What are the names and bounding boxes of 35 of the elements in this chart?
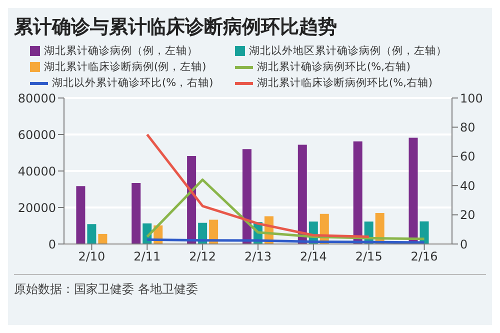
- y-tick-label: 0: [48, 237, 56, 252]
- x-tick-label: 2/13: [244, 250, 272, 264]
- x-tick-label: 2/12: [189, 250, 216, 264]
- chart-title: 累计确诊与累计临床诊断病例环比趋势: [13, 15, 338, 40]
- y2-tick-label: 20: [460, 208, 476, 222]
- y-tick-label: 80000: [18, 91, 56, 106]
- y2-tick-label: 80: [460, 120, 476, 134]
- y-tick-label: 20000: [18, 200, 56, 215]
- line-series: [146, 178, 426, 240]
- x-tick-label: 2/10: [78, 250, 106, 264]
- bar: [87, 224, 96, 244]
- y-tick-label: 40000: [18, 164, 56, 178]
- bar: [98, 234, 108, 244]
- line-series: [146, 133, 370, 238]
- bar: [242, 149, 252, 244]
- y-tick-label: 60000: [18, 128, 56, 142]
- bar: [298, 144, 307, 244]
- legend-label: 湖北累计确诊病例环比(%,右轴): [257, 60, 411, 74]
- x-tick-label: 2/15: [355, 250, 382, 264]
- x-tick-label: 2/16: [410, 250, 438, 264]
- y2-tick-label: 0: [460, 237, 468, 252]
- y2-tick-label: 40: [460, 178, 476, 193]
- legend-label: 湖北以外累计确诊环比(%，右轴): [52, 76, 214, 90]
- x-tick-label: 2/11: [134, 250, 161, 264]
- legend-label: 湖北以外地区累计确诊病例（例，左轴）: [249, 44, 447, 58]
- y2-tick-label: 60: [460, 150, 476, 164]
- bar: [353, 141, 362, 244]
- x-tick-label: 2/14: [300, 250, 327, 264]
- text: 原始数据：国家卫健委 各地卫健委: [14, 281, 199, 298]
- legend-label: 湖北累计临床诊断病例环比(%,右轴): [257, 76, 433, 90]
- y2-tick-label: 100: [460, 91, 483, 106]
- legend-label: 湖北累计临床诊断病例(例，左轴): [44, 60, 206, 74]
- bar: [76, 186, 86, 244]
- bar: [132, 183, 141, 244]
- legend-label: 湖北累计确诊病例（例，左轴）: [44, 44, 198, 58]
